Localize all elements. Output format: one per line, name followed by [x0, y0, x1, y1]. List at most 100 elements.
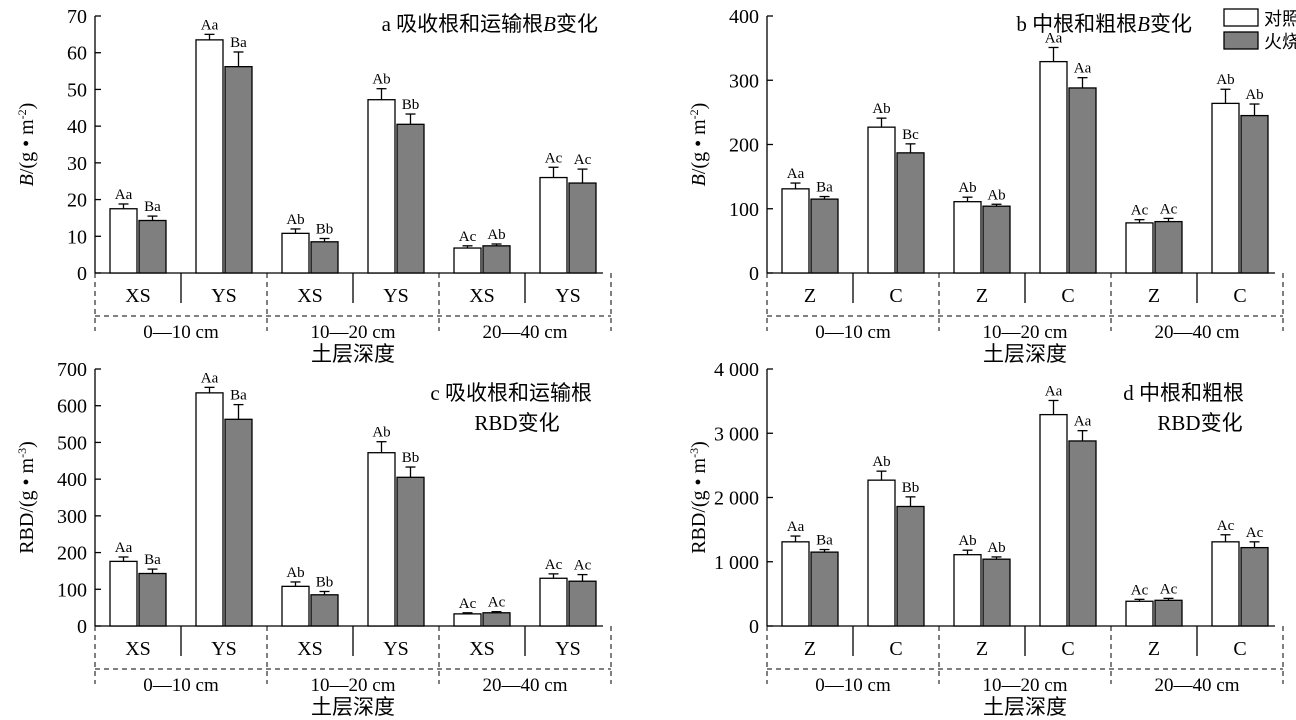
y-tick-label: 100 — [57, 579, 87, 601]
y-axis-label: B/(g • m-2) — [687, 103, 710, 187]
x-category-label: Z — [976, 285, 988, 307]
depth-group-label: 0—10 cm — [143, 675, 219, 696]
y-axis-label: RBD/(g • m-3) — [687, 441, 710, 554]
bar-fire — [1154, 220, 1183, 274]
significance-label: Aa — [115, 540, 133, 556]
legend-swatch-control — [1223, 8, 1259, 27]
depth-group-label: 10—20 cm — [311, 322, 396, 343]
bar-control — [109, 208, 138, 274]
x-category-label: XS — [125, 638, 151, 660]
y-axis-label: B/(g • m-2) — [15, 103, 38, 187]
chart-b: 0 100 200 300 400 B/(g • m-2) Aa Ba Z Ab Bc C Ab Ab Z A… — [687, 6, 1296, 366]
x-axis-label: 土层深度 — [311, 342, 395, 366]
y-tick-label: 200 — [729, 135, 759, 157]
y-tick-label: 200 — [57, 543, 87, 565]
y-tick-label: 2 000 — [714, 488, 759, 510]
significance-label: Ab — [286, 565, 304, 581]
x-category-label: YS — [383, 638, 409, 660]
significance-label: Aa — [201, 17, 219, 33]
significance-label: Bc — [902, 127, 919, 143]
significance-label: Aa — [1074, 61, 1092, 77]
significance-label: Bb — [902, 480, 920, 496]
x-axis-label: 土层深度 — [311, 695, 395, 719]
x-axis-label: 土层深度 — [983, 342, 1067, 366]
bar-fire — [1068, 87, 1097, 274]
depth-group-label: 0—10 cm — [143, 322, 219, 343]
y-tick-label: 40 — [67, 116, 87, 138]
significance-label: Ac — [1160, 201, 1178, 217]
bar-fire — [396, 476, 425, 627]
significance-label: Bb — [316, 221, 334, 237]
y-tick-label: 50 — [67, 79, 87, 101]
significance-label: Bb — [316, 574, 334, 590]
significance-label: Ac — [574, 558, 592, 574]
bar-control — [281, 232, 310, 274]
bar-fire — [396, 123, 425, 274]
bar-control — [453, 613, 482, 627]
y-tick-label: 100 — [729, 199, 759, 221]
depth-group-label: 20—40 cm — [1155, 675, 1240, 696]
bar-fire — [982, 558, 1011, 627]
bar-control — [953, 554, 982, 627]
significance-label: Ab — [1245, 87, 1263, 103]
bar-fire — [224, 418, 253, 627]
bar-fire — [224, 66, 253, 274]
significance-label: Ba — [816, 533, 833, 549]
significance-label: Aa — [1074, 414, 1092, 430]
significance-label: Aa — [1045, 383, 1063, 399]
significance-label: Ab — [872, 101, 890, 117]
significance-label: Ac — [459, 229, 477, 245]
significance-label: Ac — [488, 595, 506, 611]
bar-control — [539, 176, 568, 274]
bar-fire — [568, 580, 597, 627]
y-tick-label: 30 — [67, 153, 87, 175]
panel-title-line: RBD变化 — [1157, 411, 1242, 435]
panel-title-line: RBD变化 — [474, 411, 559, 435]
bar-fire — [810, 551, 839, 627]
x-category-label: XS — [297, 638, 323, 660]
chart-c: 0 100 200 300 400 500 600 700 RBD/(g • m-3) Aa Ba X… — [15, 359, 612, 719]
x-category-label: YS — [211, 638, 237, 660]
bar-fire — [310, 241, 339, 274]
x-category-label: Z — [1148, 638, 1160, 660]
y-tick-label: 600 — [57, 396, 87, 418]
chart-a: 0 10 20 30 40 50 60 70 B/(g • m-2) Aa Ba XS Aa Ba YS Ab… — [15, 6, 612, 366]
x-category-label: Z — [804, 285, 816, 307]
x-category-label: C — [1061, 638, 1074, 660]
bar-control — [453, 247, 482, 274]
panel-title-line: d 中根和粗根 — [1123, 381, 1244, 405]
bar-fire — [568, 182, 597, 274]
x-category-label: YS — [211, 285, 237, 307]
legend-label-control: 对照 — [1264, 9, 1296, 29]
panel-title-line: c 吸收根和运输根 — [430, 381, 592, 405]
bar-control — [1125, 222, 1154, 274]
x-category-label: YS — [555, 638, 581, 660]
y-tick-label: 0 — [77, 263, 87, 285]
x-category-label: XS — [469, 285, 495, 307]
bar-fire — [138, 572, 167, 627]
x-category-label: C — [1061, 285, 1074, 307]
significance-label: Ac — [1131, 203, 1149, 219]
significance-label: Ab — [487, 227, 505, 243]
bar-fire — [896, 505, 925, 627]
y-tick-label: 20 — [67, 190, 87, 212]
x-category-label: YS — [383, 285, 409, 307]
significance-label: Ab — [372, 425, 390, 441]
depth-group-label: 20—40 cm — [483, 675, 568, 696]
significance-label: Aa — [787, 519, 805, 535]
significance-label: Ac — [1246, 525, 1264, 541]
y-tick-label: 0 — [749, 263, 759, 285]
significance-label: Aa — [201, 370, 219, 386]
x-category-label: C — [1233, 285, 1246, 307]
bar-control — [953, 201, 982, 274]
depth-group-label: 0—10 cm — [815, 322, 891, 343]
bar-control — [867, 479, 896, 627]
bar-control — [781, 541, 810, 627]
y-tick-label: 10 — [67, 226, 87, 248]
x-category-label: XS — [297, 285, 323, 307]
x-category-label: Z — [976, 638, 988, 660]
panel-title: a 吸收根和运输根B变化 — [382, 12, 598, 36]
y-axis-label: RBD/(g • m-3) — [15, 441, 38, 554]
bar-fire — [982, 205, 1011, 274]
